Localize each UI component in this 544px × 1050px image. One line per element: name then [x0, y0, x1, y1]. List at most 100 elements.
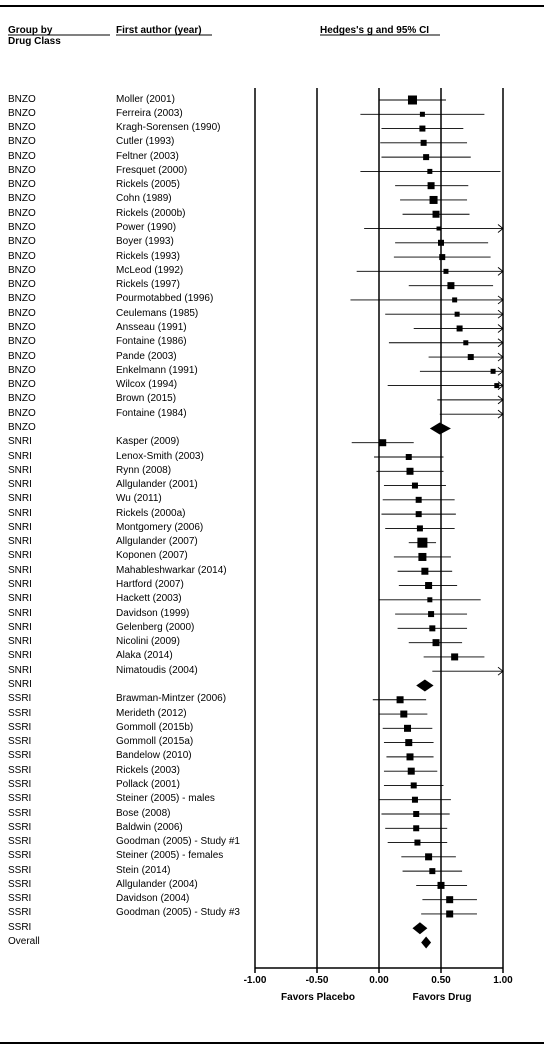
point-estimate: [419, 111, 425, 117]
x-tick-label: 0.50: [431, 975, 451, 986]
group-label: SSRI: [8, 793, 32, 805]
interval-arrow: [497, 309, 504, 319]
author-header: First author (year): [116, 25, 202, 36]
study-label: Baldwin (2006): [116, 821, 183, 833]
plot-frame: [0, 5, 544, 1044]
group-label: SSRI: [8, 864, 32, 876]
group-label: SSRI: [8, 850, 32, 862]
point-estimate: [396, 696, 404, 704]
group-label: BNZO: [8, 336, 36, 348]
group-label: SSRI: [8, 764, 32, 776]
study-label: Montgomery (2006): [116, 521, 204, 533]
point-estimate: [463, 340, 469, 346]
favors-drug-label: Favors Drug: [412, 992, 472, 1003]
study-label: Ferreira (2003): [116, 107, 183, 119]
study-label: Boyer (1993): [116, 236, 174, 248]
point-estimate: [406, 467, 414, 475]
point-estimate: [454, 311, 460, 317]
point-estimate: [432, 210, 440, 218]
group-label: BNZO: [8, 321, 36, 333]
summary-diamond: [429, 422, 451, 435]
group-label: SSRI: [8, 721, 32, 733]
group-label: BNZO: [8, 107, 36, 119]
study-label: Rickels (1997): [116, 279, 180, 291]
point-estimate: [416, 525, 423, 532]
group-label: SSRI: [8, 807, 32, 819]
group-label: BNZO: [8, 179, 36, 191]
summary-diamond: [412, 922, 428, 935]
point-estimate: [423, 154, 430, 161]
summary-diamond: [421, 936, 432, 949]
group-label: SNRI: [8, 521, 32, 533]
group-label: BNZO: [8, 236, 36, 248]
study-label: Fresquet (2000): [116, 164, 188, 176]
point-estimate: [429, 625, 436, 632]
study-label: Davidson (1999): [116, 607, 190, 619]
group-label: SSRI: [8, 907, 32, 919]
point-estimate: [418, 552, 427, 561]
point-estimate: [427, 597, 433, 603]
point-estimate: [436, 226, 441, 231]
group-label: SNRI: [8, 536, 32, 548]
study-label: Kragh-Sorensen (1990): [116, 122, 221, 134]
group-label: SSRI: [8, 707, 32, 719]
group-label: SNRI: [8, 464, 32, 476]
point-estimate: [411, 796, 418, 803]
point-estimate: [415, 511, 422, 518]
point-estimate: [447, 282, 455, 290]
group-label: BNZO: [8, 293, 36, 305]
study-label: Nimatoudis (2004): [116, 664, 198, 676]
interval-arrow: [497, 395, 504, 405]
study-label: Ansseau (1991): [116, 321, 187, 333]
study-label: Brawman-Mintzer (2006): [116, 693, 227, 705]
group-label: SNRI: [8, 450, 32, 462]
group-label: BNZO: [8, 122, 36, 134]
point-estimate: [429, 868, 436, 875]
point-estimate: [456, 325, 463, 332]
study-label: Fontaine (1986): [116, 336, 187, 348]
group-label: SNRI: [8, 678, 32, 690]
interval-arrow: [497, 366, 504, 376]
group-label: SSRI: [8, 750, 32, 762]
point-estimate: [420, 139, 427, 146]
study-label: Alaka (2014): [116, 650, 173, 662]
study-label: Gommoll (2015a): [116, 736, 194, 748]
study-label: Wu (2011): [116, 493, 162, 505]
effect-header: Hedges's g and 95% CI: [320, 25, 430, 36]
group-label: SSRI: [8, 778, 32, 790]
group-label: SNRI: [8, 607, 32, 619]
group-label: SNRI: [8, 593, 32, 605]
point-estimate: [400, 710, 408, 718]
x-tick-label: -0.50: [305, 975, 329, 986]
point-estimate: [405, 454, 412, 460]
study-label: Allgulander (2007): [116, 536, 198, 548]
point-estimate: [427, 168, 433, 174]
group-header-line2: Drug Class: [8, 36, 61, 47]
study-label: Pourmotabbed (1996): [116, 293, 214, 305]
point-estimate: [425, 582, 433, 590]
group-label: BNZO: [8, 264, 36, 276]
group-label: SNRI: [8, 564, 32, 576]
group-label: SNRI: [8, 493, 32, 505]
group-label: BNZO: [8, 364, 36, 376]
point-estimate: [379, 439, 387, 447]
study-label: Hartford (2007): [116, 579, 184, 591]
study-label: Allgulander (2004): [116, 878, 198, 890]
point-estimate: [443, 268, 449, 274]
group-label: SSRI: [8, 693, 32, 705]
point-estimate: [425, 853, 433, 861]
group-label: BNZO: [8, 222, 36, 234]
group-label: SNRI: [8, 621, 32, 633]
study-label: Goodman (2005) - Study #3: [116, 907, 240, 919]
study-label: Mahableshwarkar (2014): [116, 564, 227, 576]
study-label: Cohn (1989): [116, 193, 172, 205]
point-estimate: [438, 239, 444, 246]
study-label: Goodman (2005) - Study #1: [116, 836, 240, 848]
group-label: SSRI: [8, 821, 32, 833]
group-label: BNZO: [8, 207, 36, 219]
study-label: Steiner (2005) - females: [116, 850, 224, 862]
study-label: Enkelmann (1991): [116, 364, 198, 376]
study-label: McLeod (1992): [116, 264, 184, 276]
study-label: Pollack (2001): [116, 778, 180, 790]
group-label: SNRI: [8, 579, 32, 591]
